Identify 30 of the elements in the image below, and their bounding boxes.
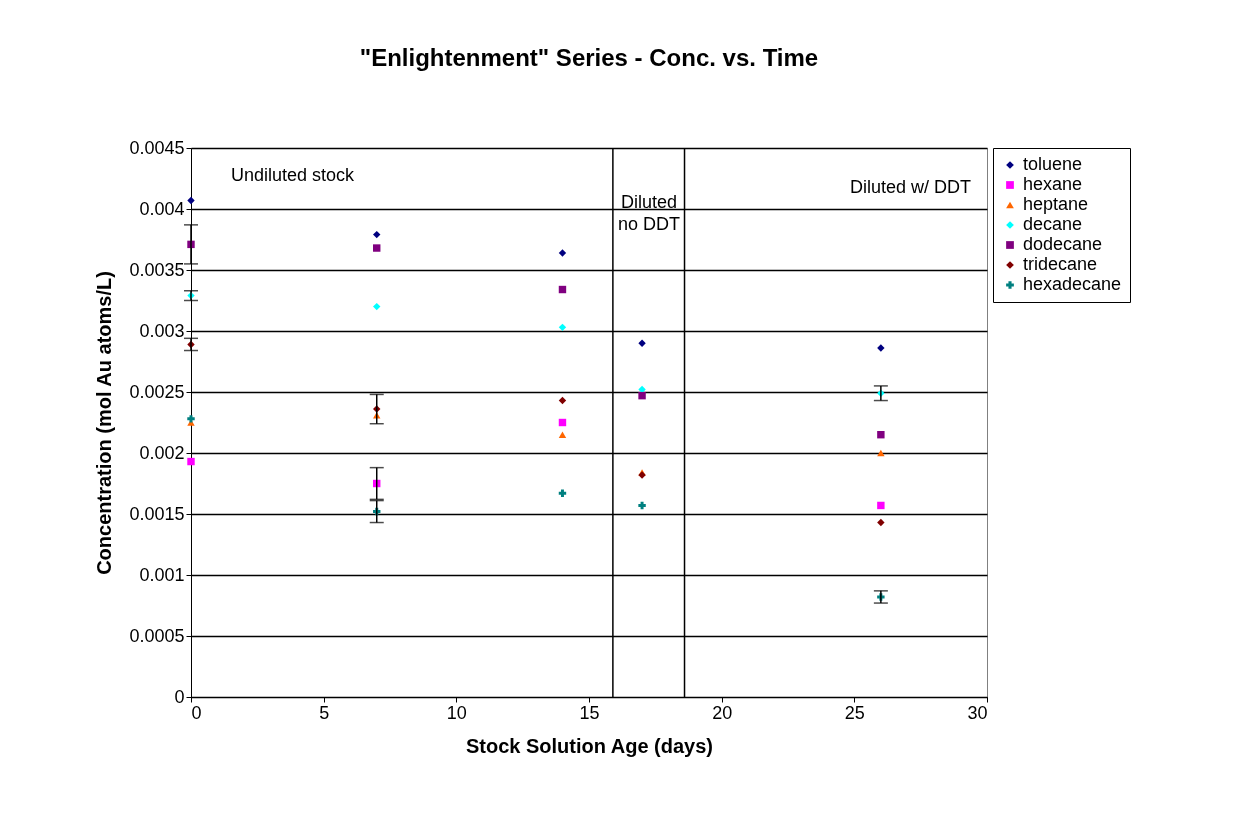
x-tick-label: 20	[712, 702, 733, 723]
legend-label: dodecane	[1023, 234, 1103, 254]
annotation: Undiluted stock	[231, 165, 356, 185]
chart-title: "Enlightenment" Series - Conc. vs. Time	[359, 44, 819, 71]
y-tick-label: 0.001	[139, 564, 185, 585]
y-axis-title: Concentration (mol Au atoms/L)	[93, 271, 116, 575]
legend-label: hexane	[1023, 174, 1083, 194]
x-tick-label: 15	[579, 702, 600, 723]
legend-label: toluene	[1023, 154, 1083, 174]
legend-label: tridecane	[1023, 254, 1098, 274]
x-tick-label: 30	[967, 702, 988, 723]
annotation: Diluted no DDT	[617, 192, 681, 234]
y-tick-label: 0.004	[139, 198, 185, 219]
x-axis-title: Stock Solution Age (days)	[465, 734, 714, 757]
y-tick-label: 0	[174, 686, 185, 707]
y-tick-label: 0.002	[139, 442, 185, 463]
legend-label: decane	[1023, 214, 1083, 234]
legend-label: heptane	[1023, 194, 1089, 214]
x-tick-label: 0	[191, 702, 202, 723]
x-tick-label: 25	[844, 702, 865, 723]
y-tick-label: 0.0025	[129, 381, 185, 402]
y-tick-label: 0.003	[139, 320, 185, 341]
y-tick-label: 0.0035	[129, 259, 185, 280]
x-tick-label: 5	[319, 702, 330, 723]
y-tick-label: 0.0005	[129, 625, 185, 646]
annotation: Diluted w/ DDT	[849, 177, 971, 197]
y-tick-label: 0.0045	[129, 137, 185, 158]
x-tick-label: 10	[446, 702, 467, 723]
y-tick-label: 0.0015	[129, 503, 185, 524]
legend-label: hexadecane	[1023, 274, 1122, 294]
